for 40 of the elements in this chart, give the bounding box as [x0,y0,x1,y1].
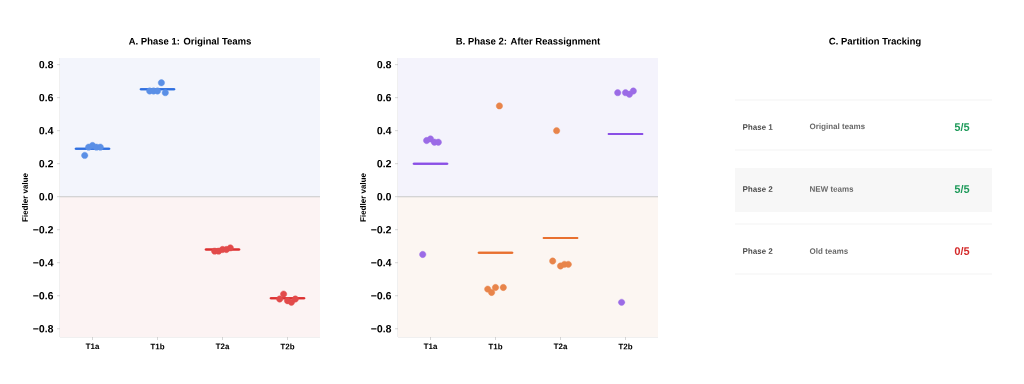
x-tick-label: T2a [215,343,230,350]
y-tick-label: −0.4 [33,259,54,267]
y-tick-label: 0.8 [39,60,54,69]
y-tick-label: 0.6 [39,93,54,102]
x-tick-label: T1b [488,343,503,350]
y-tick-label: 0.0 [39,192,54,201]
y-axis-title: Fiedler value [360,173,366,222]
x-tick-label: T1a [423,343,438,350]
x-tick-label: T2b [280,343,295,350]
y-tick-label: −0.6 [371,292,392,300]
y-tick-label: 0.4 [377,126,392,135]
y-tick-label: 0.8 [377,60,392,69]
x-tick-label: T1b [150,343,165,350]
chart-title: A. Phase 1: Original Teams [128,37,251,47]
y-tick-label: 0.6 [377,93,392,102]
text: Phase 1 [743,124,773,130]
x-tick-label: T1a [85,343,100,350]
text: 0/5 [954,246,970,256]
y-tick-label: 0.0 [377,192,392,201]
text: Original teams [809,123,865,131]
y-tick-label: −0.6 [33,292,54,300]
y-tick-label: −0.2 [33,225,54,234]
text: 5/5 [954,184,970,194]
y-tick-label: −0.2 [371,225,392,234]
y-tick-label: 0.4 [39,126,54,135]
text: 5/5 [954,122,970,132]
y-tick-label: −0.8 [371,325,392,333]
text: Old teams [809,248,848,254]
text: Phase 2 [743,248,773,254]
x-tick-label: T2a [553,343,568,350]
text: C. Partition Tracking [829,37,921,47]
text: Phase 2 [743,186,773,192]
text: NEW teams [810,186,854,192]
chart-title: B. Phase 2: After Reassignment [456,37,601,47]
y-tick-label: −0.8 [33,325,54,333]
y-tick-label: 0.2 [39,159,54,168]
y-tick-label: −0.4 [371,259,392,267]
y-tick-label: 0.2 [377,159,392,168]
x-tick-label: T2b [618,343,633,350]
y-axis-title: Fiedler value [22,173,28,222]
